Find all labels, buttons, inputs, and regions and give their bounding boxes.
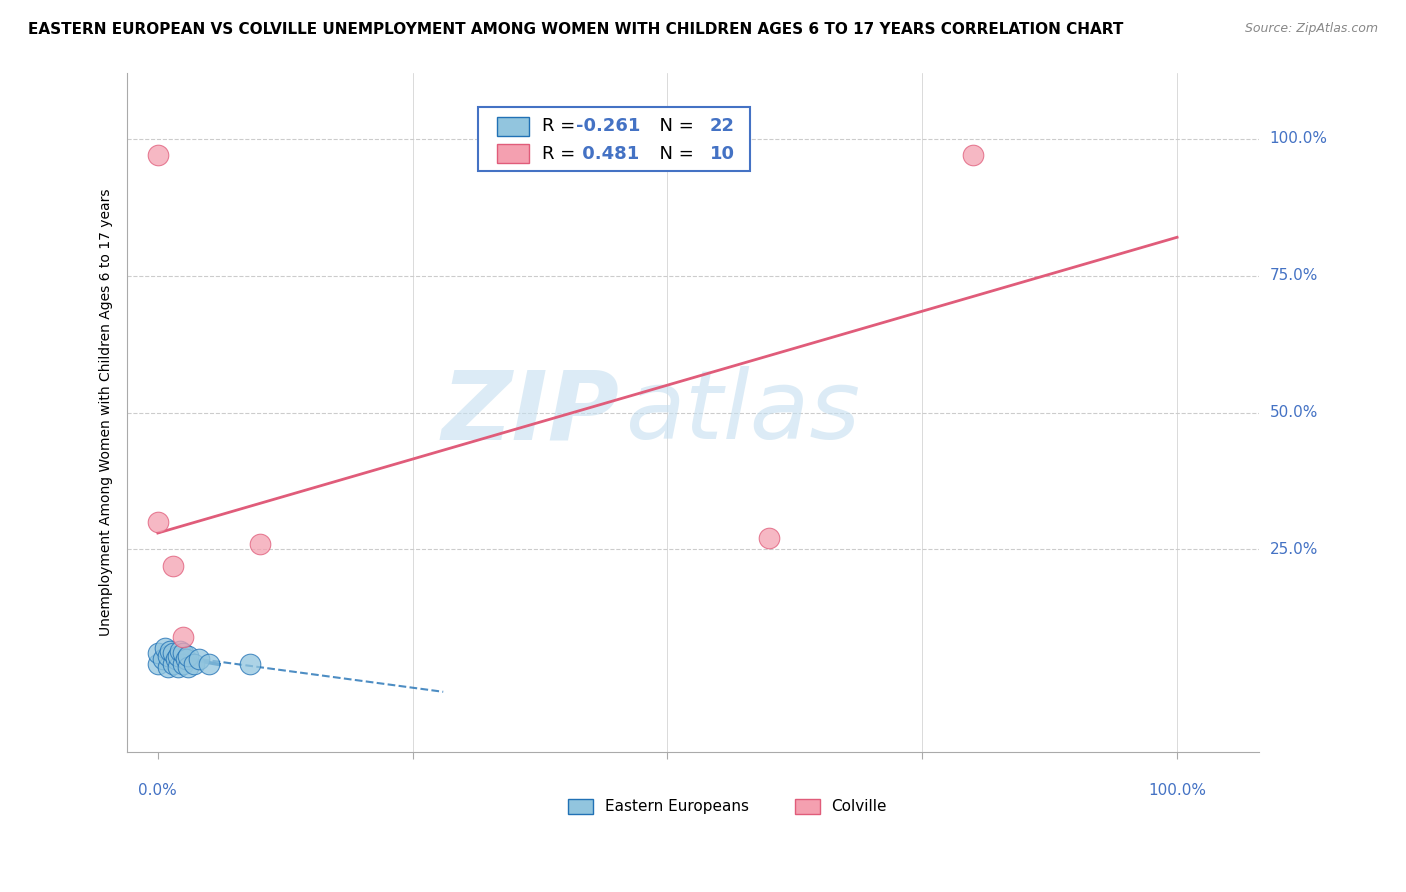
Point bbox=[165, 652, 187, 666]
Point bbox=[167, 649, 190, 664]
Text: 100.0%: 100.0% bbox=[1270, 131, 1327, 146]
Point bbox=[176, 652, 198, 666]
Y-axis label: Unemployment Among Women with Children Ages 6 to 17 years: Unemployment Among Women with Children A… bbox=[100, 189, 114, 636]
Point bbox=[197, 657, 219, 672]
Text: atlas: atlas bbox=[626, 366, 860, 459]
Point bbox=[162, 647, 184, 661]
FancyBboxPatch shape bbox=[478, 107, 749, 171]
Text: ZIP: ZIP bbox=[441, 366, 620, 459]
Point bbox=[157, 660, 180, 674]
Text: N =: N = bbox=[648, 118, 699, 136]
Point bbox=[159, 644, 181, 658]
Bar bbox=[568, 799, 593, 814]
Text: R =: R = bbox=[543, 145, 582, 162]
Point bbox=[177, 649, 200, 664]
Text: Source: ZipAtlas.com: Source: ZipAtlas.com bbox=[1244, 22, 1378, 36]
Point bbox=[167, 660, 190, 674]
Point bbox=[183, 657, 205, 672]
Bar bbox=[498, 117, 529, 136]
Point bbox=[146, 657, 169, 672]
Point bbox=[962, 148, 984, 162]
Point bbox=[172, 657, 194, 672]
Text: R =: R = bbox=[543, 118, 582, 136]
Point bbox=[152, 652, 174, 666]
Point bbox=[238, 657, 260, 672]
Text: 50.0%: 50.0% bbox=[1270, 405, 1317, 420]
Point bbox=[172, 647, 194, 661]
Text: 75.0%: 75.0% bbox=[1270, 268, 1317, 283]
Point bbox=[157, 649, 180, 664]
Point bbox=[187, 652, 209, 666]
Text: N =: N = bbox=[648, 145, 699, 162]
Point bbox=[146, 515, 169, 529]
Point bbox=[172, 630, 194, 644]
Point bbox=[153, 640, 176, 655]
Point bbox=[146, 148, 169, 162]
Bar bbox=[498, 145, 529, 163]
Text: 22: 22 bbox=[710, 118, 735, 136]
Text: Colville: Colville bbox=[831, 799, 886, 814]
Text: Eastern Europeans: Eastern Europeans bbox=[605, 799, 748, 814]
Point bbox=[249, 537, 271, 551]
Point bbox=[146, 647, 169, 661]
Point bbox=[169, 644, 191, 658]
Point bbox=[162, 558, 184, 573]
Text: 10: 10 bbox=[710, 145, 735, 162]
Point bbox=[758, 532, 780, 546]
Point bbox=[162, 657, 184, 672]
Text: 25.0%: 25.0% bbox=[1270, 542, 1317, 557]
Text: -0.261: -0.261 bbox=[576, 118, 641, 136]
Text: 0.0%: 0.0% bbox=[138, 782, 177, 797]
Point bbox=[177, 660, 200, 674]
Text: 100.0%: 100.0% bbox=[1149, 782, 1206, 797]
Bar bbox=[794, 799, 820, 814]
Text: 0.481: 0.481 bbox=[576, 145, 640, 162]
Text: EASTERN EUROPEAN VS COLVILLE UNEMPLOYMENT AMONG WOMEN WITH CHILDREN AGES 6 TO 17: EASTERN EUROPEAN VS COLVILLE UNEMPLOYMEN… bbox=[28, 22, 1123, 37]
